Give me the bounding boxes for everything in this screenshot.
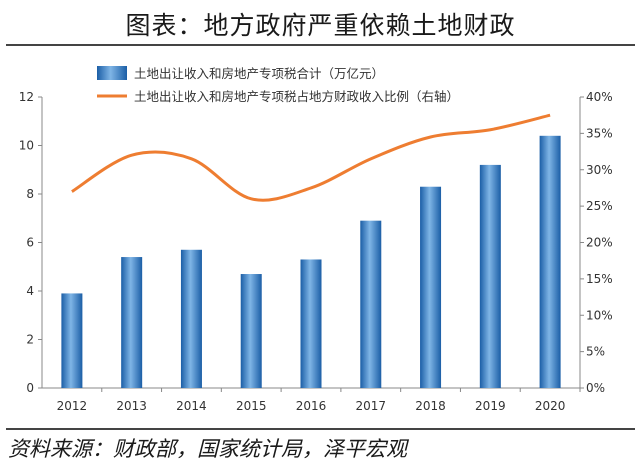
right-tick-label: 20%	[586, 236, 613, 250]
bar	[300, 259, 322, 388]
left-tick-label: 2	[26, 333, 34, 347]
bar	[360, 220, 382, 388]
x-tick-label: 2014	[176, 399, 207, 413]
right-tick-label: 30%	[586, 163, 613, 177]
legend-bar-swatch	[97, 66, 127, 80]
bar	[539, 135, 561, 388]
left-tick-label: 0	[26, 381, 34, 395]
legend-bar-label: 土地出让收入和房地产专项税合计（万亿元）	[134, 66, 384, 81]
x-tick-label: 2015	[236, 399, 267, 413]
source-divider	[6, 428, 635, 430]
bar	[121, 257, 143, 388]
left-tick-label: 8	[26, 187, 34, 201]
x-tick-label: 2012	[57, 399, 88, 413]
right-tick-label: 5%	[586, 345, 605, 359]
x-tick-label: 2013	[116, 399, 147, 413]
legend-line-label: 土地出让收入和房地产专项税占地方财政收入比例（右轴）	[134, 89, 459, 104]
chart-title: 图表：地方政府严重依赖土地财政	[125, 11, 516, 40]
x-tick-label: 2017	[356, 399, 387, 413]
left-tick-label: 6	[26, 236, 34, 250]
ratio-line	[71, 113, 551, 202]
bar	[420, 186, 442, 388]
left-tick-label: 4	[26, 284, 34, 298]
source-note: 资料来源：财政部，国家统计局，泽平宏观	[8, 437, 407, 461]
bar	[240, 274, 262, 388]
right-tick-label: 40%	[586, 90, 613, 104]
right-tick-label: 10%	[586, 308, 613, 322]
x-tick-label: 2016	[296, 399, 327, 413]
left-tick-label: 10	[19, 139, 34, 153]
right-tick-label: 15%	[586, 272, 613, 286]
right-tick-label: 0%	[586, 381, 605, 395]
title-divider	[6, 44, 635, 46]
bar	[61, 293, 83, 388]
x-tick-label: 2019	[475, 399, 506, 413]
bar	[180, 249, 202, 388]
bar	[479, 164, 501, 388]
left-tick-label: 12	[19, 90, 34, 104]
x-tick-label: 2020	[535, 399, 566, 413]
x-tick-label: 2018	[415, 399, 446, 413]
right-tick-label: 25%	[586, 199, 613, 213]
right-tick-label: 35%	[586, 126, 613, 140]
